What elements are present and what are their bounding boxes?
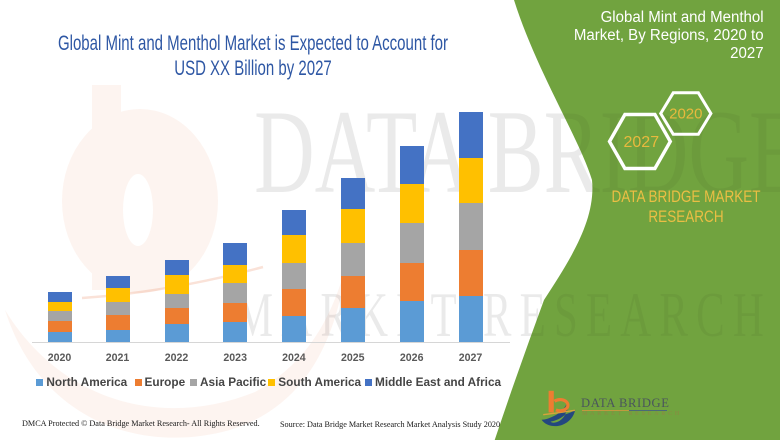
svg-text:2027: 2027 [624,134,660,151]
svg-text:2020: 2020 [669,106,702,123]
